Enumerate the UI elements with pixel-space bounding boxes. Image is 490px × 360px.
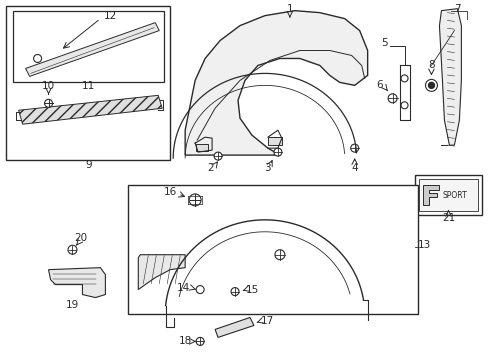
Circle shape [401, 75, 408, 82]
Text: 8: 8 [428, 60, 435, 71]
Text: 1: 1 [287, 4, 293, 14]
Circle shape [275, 250, 285, 260]
Polygon shape [19, 95, 162, 124]
Bar [268, 137, 282, 145]
Bar [13, 11, 164, 82]
Polygon shape [138, 255, 185, 289]
Circle shape [428, 82, 435, 88]
Text: 11: 11 [82, 81, 95, 91]
Text: 4: 4 [351, 163, 358, 173]
Polygon shape [440, 9, 462, 145]
Text: 18: 18 [178, 336, 192, 346]
Text: 20: 20 [74, 233, 87, 243]
Circle shape [196, 337, 204, 345]
Text: 17: 17 [261, 316, 274, 327]
Text: 16: 16 [164, 187, 177, 197]
Circle shape [189, 194, 201, 206]
Text: 3: 3 [265, 163, 271, 173]
Bar [196, 144, 208, 151]
Circle shape [274, 148, 282, 156]
Polygon shape [25, 23, 159, 76]
Text: SPORT: SPORT [442, 192, 467, 201]
Circle shape [45, 99, 52, 107]
Bar [415, 175, 482, 215]
Text: 9: 9 [85, 160, 92, 170]
Circle shape [34, 54, 42, 62]
Circle shape [68, 245, 77, 254]
Text: 2: 2 [207, 163, 214, 173]
Text: 6: 6 [376, 80, 383, 90]
Text: 15: 15 [245, 284, 259, 294]
Circle shape [388, 94, 397, 103]
Text: 5: 5 [381, 37, 388, 48]
Polygon shape [215, 318, 254, 337]
Circle shape [401, 102, 408, 109]
Circle shape [231, 288, 239, 296]
Circle shape [351, 144, 359, 152]
Text: 10: 10 [42, 81, 55, 91]
Circle shape [196, 285, 204, 293]
Polygon shape [49, 268, 105, 298]
Text: 7: 7 [454, 4, 461, 14]
Bar [6, 6, 170, 160]
Polygon shape [423, 185, 440, 205]
Text: 19: 19 [66, 300, 79, 310]
Text: 21: 21 [442, 213, 455, 223]
Text: 12: 12 [104, 11, 117, 21]
Text: 13: 13 [418, 240, 431, 250]
Circle shape [425, 80, 438, 91]
Polygon shape [185, 11, 368, 155]
Circle shape [214, 152, 222, 160]
Bar [128, 185, 417, 315]
Bar [418, 179, 478, 211]
Text: 14: 14 [176, 283, 190, 293]
